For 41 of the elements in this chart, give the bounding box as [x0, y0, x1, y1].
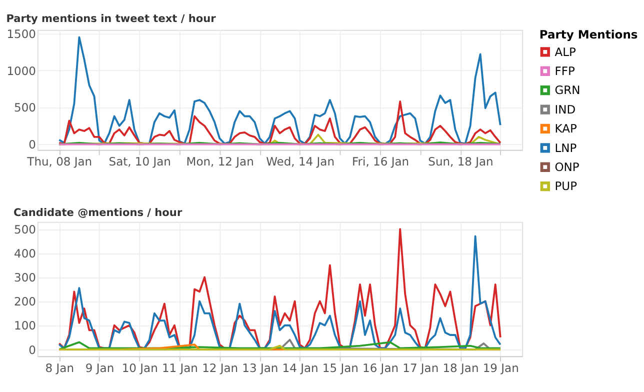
y-tick-label: 0 [28, 138, 36, 152]
x-tick-label: 14 Jan [282, 361, 318, 376]
y-tick-label: 100 [14, 318, 36, 333]
x-tick-label: 8 Jan [45, 361, 74, 376]
legend-label: PUP [554, 179, 578, 194]
x-tick-label: Wed, 14 Jan [266, 154, 335, 169]
x-tick-label: 13 Jan [242, 361, 278, 376]
x-tick-label: 19 Jan [482, 361, 519, 376]
legend-label: KAP [554, 122, 577, 136]
x-tick-label: 16 Jan [362, 361, 399, 376]
line-series [58, 100, 502, 146]
legend-title: Party Mentions [539, 28, 638, 42]
y-tick-label: 1000 [6, 64, 36, 78]
y-tick-label: 0 [28, 342, 36, 357]
x-tick-label: 9 Jan [85, 361, 114, 376]
x-tick-label: 11 Jan [162, 361, 198, 376]
legend-label: FFP [554, 64, 575, 78]
x-tick-label: 17 Jan [402, 361, 439, 376]
y-tick-label: 400 [14, 246, 36, 260]
legend-label: GRN [554, 83, 580, 98]
legend-label: IND [554, 102, 576, 116]
x-tick-label: 18 Jan [442, 361, 479, 376]
x-tick-label: Mon, 12 Jan [186, 154, 254, 169]
legend-label: ONP [554, 160, 580, 174]
y-tick-label: 300 [14, 270, 36, 285]
x-tick-label: 12 Jan [202, 361, 238, 376]
chart-title: Candidate @mentions / hour [14, 207, 183, 220]
y-tick-label: 1500 [6, 26, 36, 41]
legend-label: LNP [554, 140, 577, 155]
legend-label: ALP [554, 44, 576, 59]
x-tick-label: 15 Jan [322, 361, 358, 376]
line-series [58, 36, 502, 145]
x-tick-label: Thu, 08 Jan [26, 154, 92, 169]
y-tick-label: 500 [14, 100, 36, 115]
x-tick-label: Fri, 16 Jan [352, 154, 410, 169]
chart-title: Party mentions in tweet text / hour [6, 13, 217, 26]
x-tick-label: Sun, 18 Jan [428, 154, 494, 169]
x-tick-label: 10 Jan [122, 361, 158, 376]
x-tick-label: Sat, 10 Jan [108, 154, 171, 169]
y-tick-label: 200 [14, 294, 36, 309]
y-tick-label: 500 [14, 222, 36, 236]
